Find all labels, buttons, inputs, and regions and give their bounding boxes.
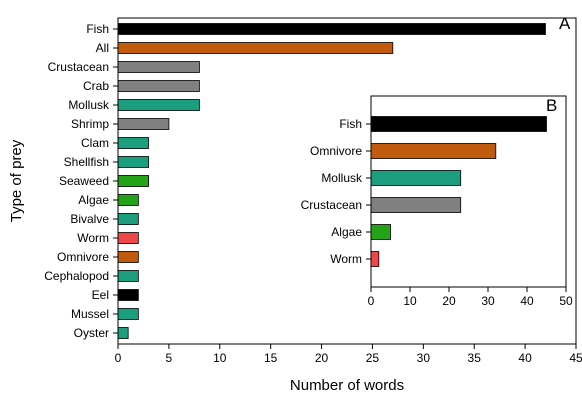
panel-a-bar-algae bbox=[117, 194, 139, 206]
panel-a-y-tick-label-oyster: Oyster bbox=[74, 326, 109, 340]
panel-a-bar-worm bbox=[117, 232, 139, 244]
panel-b-bar-omnivore bbox=[370, 143, 497, 159]
panel-a-x-tick-label: 30 bbox=[417, 351, 431, 365]
panel-a-bar-fish bbox=[117, 23, 546, 35]
y-axis-title: Type of prey bbox=[8, 139, 25, 222]
panel-a-bar-shrimp bbox=[117, 118, 170, 130]
panel-a-y-tick-label-shellfish: Shellfish bbox=[64, 155, 109, 169]
panel-a-y-tick-label-eel: Eel bbox=[92, 288, 109, 302]
panel-b-x-tick-label: 20 bbox=[442, 294, 456, 308]
panel-a-letter: A bbox=[559, 14, 571, 33]
panel-a-bar-seaweed bbox=[117, 175, 149, 187]
panel-a-y-tick-label-crab: Crab bbox=[83, 79, 109, 93]
panel-a-y-tick-label-mussel: Mussel bbox=[71, 307, 109, 321]
panel-b: Fish Omnivore Mollusk Crustacean Algae Worm 0 1… bbox=[301, 95, 573, 308]
panel-a-bar-oyster bbox=[117, 327, 129, 339]
panel-a-bar-bivalve bbox=[117, 213, 139, 225]
panel-b-bar-worm bbox=[370, 251, 380, 267]
panel-a-x-tick-label: 20 bbox=[315, 351, 329, 365]
panel-a-bar-mussel bbox=[117, 308, 139, 320]
panel-a-x-tick-label: 45 bbox=[569, 351, 582, 365]
panel-a-y-tick-label-omnivore: Omnivore bbox=[57, 250, 109, 264]
panel-a-x-tick-label: 0 bbox=[115, 351, 122, 365]
panel-b-y-tick-label-fish: Fish bbox=[339, 117, 362, 131]
panel-a-plot-frame bbox=[117, 17, 577, 345]
panel-a-bar-crab bbox=[117, 80, 200, 92]
panel-a-y-tick-label-crustacean: Crustacean bbox=[48, 60, 109, 74]
panel-a-bar-cephalopod bbox=[117, 270, 139, 282]
panel-b-x-tick-label: 10 bbox=[403, 294, 417, 308]
panel-b-y-tick-label-crustacean: Crustacean bbox=[301, 198, 362, 212]
panel-b-letter: B bbox=[546, 96, 557, 115]
panel-b-y-tick-label-omnivore: Omnivore bbox=[310, 144, 362, 158]
panel-a-bar-all bbox=[117, 42, 394, 54]
panel-b-x-tick-label: 40 bbox=[520, 294, 534, 308]
panel-a-bar-eel bbox=[117, 289, 139, 301]
panel-b-bar-fish bbox=[370, 116, 547, 132]
panel-a-x-tick-label: 35 bbox=[468, 351, 482, 365]
panel-a-x-tick-label: 10 bbox=[213, 351, 227, 365]
panel-b-plot-frame bbox=[370, 95, 567, 288]
x-axis-title: Number of words bbox=[290, 377, 404, 394]
panel-a: Fish All Crustacean Crab Mollusk Shrimp Clam Sh… bbox=[8, 14, 582, 394]
panel-b-x-tick-label: 30 bbox=[481, 294, 495, 308]
panel-a-x-tick-label: 5 bbox=[166, 351, 173, 365]
panel-b-bar-mollusk bbox=[370, 170, 462, 186]
panel-a-y-tick-label-cephalopod: Cephalopod bbox=[44, 269, 109, 283]
panel-a-x-tick-label: 40 bbox=[518, 351, 532, 365]
panel-a-y-tick-label-mollusk: Mollusk bbox=[68, 98, 110, 112]
panel-a-y-tick-label-bivalve: Bivalve bbox=[70, 212, 109, 226]
panel-a-bar-crustacean bbox=[117, 61, 200, 73]
panel-a-y-tick-label-clam: Clam bbox=[81, 136, 109, 150]
panel-b-bar-algae bbox=[370, 224, 391, 240]
panel-b-x-tick-label: 0 bbox=[368, 294, 375, 308]
panel-a-bar-clam bbox=[117, 137, 149, 149]
panel-b-y-tick-label-worm: Worm bbox=[330, 252, 362, 266]
panel-a-x-tick-label: 15 bbox=[264, 351, 278, 365]
panel-b-bar-crustacean bbox=[370, 197, 462, 213]
panel-a-y-tick-label-shrimp: Shrimp bbox=[71, 117, 109, 131]
panel-a-y-tick-label-worm: Worm bbox=[77, 231, 109, 245]
panel-a-y-tick-label-all: All bbox=[96, 41, 109, 55]
panel-a-y-tick-label-seaweed: Seaweed bbox=[59, 174, 109, 188]
panel-a-y-tick-label-fish: Fish bbox=[86, 22, 109, 36]
panel-a-bar-shellfish bbox=[117, 156, 149, 168]
panel-a-x-tick-label: 25 bbox=[366, 351, 380, 365]
panel-b-y-tick-label-mollusk: Mollusk bbox=[321, 171, 363, 185]
panel-b-y-tick-label-algae: Algae bbox=[331, 225, 362, 239]
panel-a-bar-mollusk bbox=[117, 99, 200, 111]
panel-b-x-tick-label: 50 bbox=[559, 294, 573, 308]
panel-a-y-tick-label-algae: Algae bbox=[78, 193, 109, 207]
panel-a-bar-omnivore bbox=[117, 251, 139, 263]
